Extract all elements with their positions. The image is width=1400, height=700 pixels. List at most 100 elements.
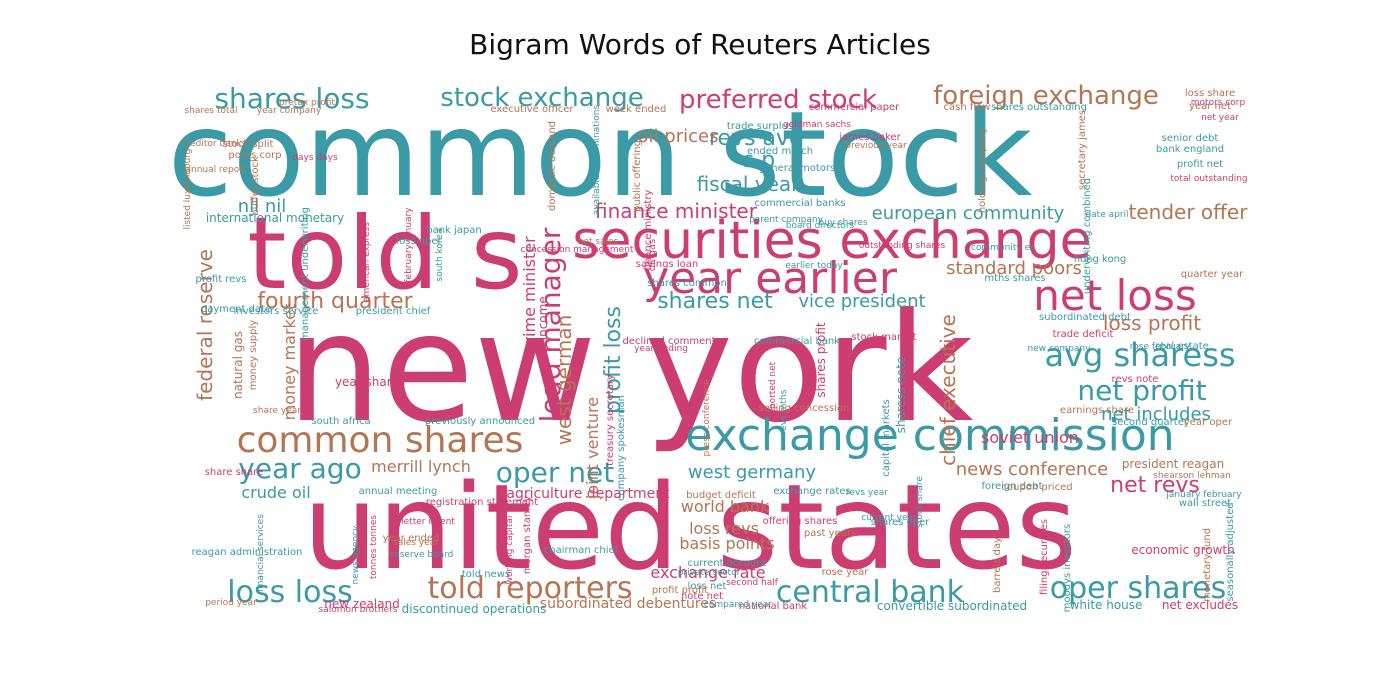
- word-total-outstanding: total outstanding: [1170, 174, 1247, 184]
- word-registration-statement: registration statement: [426, 497, 538, 508]
- word-commercial-paper: commercial paper: [809, 102, 900, 113]
- word-parent-company: parent company: [749, 215, 824, 225]
- word-joint-venture: joint venture: [583, 397, 602, 500]
- word-year-earlier: year earlier: [643, 253, 898, 304]
- word-loss-loss: loss loss: [227, 575, 352, 610]
- word-world-bank: world bank: [681, 497, 770, 516]
- word-reagan-administration: reagan administration: [192, 547, 303, 558]
- word-profit-loss: profit loss: [601, 306, 626, 414]
- word-net-year: net year: [1201, 113, 1239, 123]
- word-available-denominations: available denominations: [592, 105, 602, 216]
- word-public-offering: public offering: [632, 140, 643, 212]
- word-filing-securities: filing securities: [1039, 519, 1050, 595]
- word-annual-meeting: annual meeting: [359, 486, 438, 497]
- word-capital-markets: capital markets: [881, 399, 892, 476]
- word-chairman-chief: chairman chief: [544, 545, 619, 556]
- word-new-york: new york: [287, 282, 974, 456]
- word-week-ended: week ended: [606, 104, 667, 115]
- word-bank-japan: bank japan: [426, 225, 482, 236]
- word-february-january: february january: [404, 207, 414, 283]
- word-trade-deficit: trade deficit: [1053, 329, 1114, 340]
- word-white-house: white house: [1070, 598, 1143, 612]
- word-common-stock: common stock: [168, 85, 1033, 223]
- word-net-excludes: net excludes: [1162, 598, 1238, 612]
- word-commercial-bank: commercial bank: [754, 336, 840, 347]
- word-company-spokesman: company spokesman: [616, 395, 627, 501]
- word-reserve-board: reserve board: [391, 550, 454, 560]
- word-soviet-union: soviet union: [981, 428, 1079, 447]
- word-discontinued-operations: discontinued operations: [402, 602, 547, 616]
- word-previous-year: previous year: [845, 141, 907, 151]
- word-domestic-demand: domestic demand: [547, 121, 558, 211]
- word-year-shares: year shares: [335, 375, 405, 389]
- word-holding-company: holding company: [977, 127, 988, 213]
- word-private-sector: private sector: [678, 568, 741, 578]
- word-preferred-stock: preferred stock: [679, 85, 877, 115]
- word-profit-profit: profit profit: [652, 585, 708, 596]
- word-date-april: date april: [1085, 210, 1128, 220]
- word-told-s: told s: [247, 195, 523, 312]
- chart-title: Bigram Words of Reuters Articles: [469, 28, 931, 61]
- word-revs-avg: revs avg: [709, 126, 803, 151]
- word-stock-split: stock split: [223, 139, 274, 150]
- word-shares-loss: shares loss: [214, 82, 369, 115]
- word-second-half: second half: [726, 578, 779, 588]
- word-annual-report: annual report: [186, 165, 247, 175]
- word-net-profit: net profit: [1077, 374, 1206, 407]
- word-lead-manager: lead manager: [534, 227, 567, 422]
- word-commercial-banks: commercial banks: [754, 198, 845, 209]
- word-budget-deficit: budget deficit: [686, 490, 756, 501]
- word-oil-gas: oil gas: [647, 239, 658, 272]
- word-barrels-day: barrels day: [992, 537, 1003, 593]
- word-news-conference: news conference: [956, 459, 1109, 480]
- word-cash-flow: cash flow: [944, 102, 991, 113]
- word-president-chief: president chief: [356, 306, 431, 317]
- word-second-quarter: second quarter: [1112, 417, 1189, 428]
- word-year-net: year net: [1189, 101, 1231, 112]
- word-new-zealand: new zealand: [324, 597, 400, 611]
- word-january-february: january february: [1165, 490, 1242, 500]
- word-natural-gas: natural gas: [231, 331, 245, 399]
- word-james-baker: james baker: [838, 132, 901, 143]
- word-merrill-lynch: merrill lynch: [371, 457, 471, 476]
- word-finance-minister: finance minister: [595, 199, 758, 223]
- word-year-oper: year oper: [1184, 417, 1233, 428]
- word-told-news: told news: [462, 569, 510, 580]
- word-shares-net: shares net: [657, 289, 773, 314]
- word-securities-exchange: securities exchange: [572, 211, 1091, 271]
- word-salomon-brothers: salomon brothers: [319, 605, 398, 615]
- word-told-reporters: told reporters: [427, 571, 632, 606]
- word-coupon-priced: coupon priced: [1001, 482, 1072, 493]
- word-federal-reserve: federal reserve: [193, 249, 217, 401]
- word-subordinated-debentures: subordinated debentures: [540, 596, 716, 612]
- word-net-loss: net loss: [1033, 271, 1196, 320]
- word-crude-oil: crude oil: [241, 483, 310, 502]
- word-shares-total: shares total: [184, 106, 237, 116]
- word-share-share: share share: [205, 467, 264, 478]
- word-subordinated-debt: subordinated debt: [1039, 312, 1131, 323]
- word-shares-outstanding: shares outstanding: [991, 102, 1087, 113]
- word-moodys-investors: moodys investors: [1062, 524, 1073, 612]
- word-profit-revs: profit revs: [196, 274, 247, 285]
- word-tonnes-tonnes: tonnes tonnes: [369, 515, 379, 580]
- word-net-includes: net includes: [1101, 404, 1211, 425]
- word-fourth-quarter: fourth quarter: [257, 289, 413, 314]
- word-community-ec: community ec: [971, 243, 1035, 253]
- word-european-community: european community: [872, 203, 1065, 224]
- word-sales-year: sales year: [393, 538, 439, 548]
- word-payment-date: payment date: [201, 304, 271, 315]
- word-general-motors: general motors: [759, 163, 835, 174]
- word-real-estate: real estate: [1155, 341, 1209, 352]
- word-outstanding-shares: outstanding shares: [859, 241, 946, 251]
- word-wall-street: wall street: [1179, 498, 1231, 509]
- word-oper-shares: oper shares: [1050, 571, 1227, 606]
- word-previously-announced: previously announced: [425, 416, 535, 427]
- word-loss-share: loss share: [1185, 88, 1235, 99]
- word-earnings-share: earnings share: [1060, 405, 1134, 416]
- word-shares-profit: shares profit: [814, 322, 828, 398]
- word-financial-services: financial services: [256, 514, 266, 592]
- word-loss-revs: loss revs: [689, 519, 759, 538]
- word-money-supply: money supply: [248, 320, 259, 390]
- word-earlier-today: earlier today: [785, 261, 843, 271]
- word-ended-march: ended march: [747, 146, 813, 157]
